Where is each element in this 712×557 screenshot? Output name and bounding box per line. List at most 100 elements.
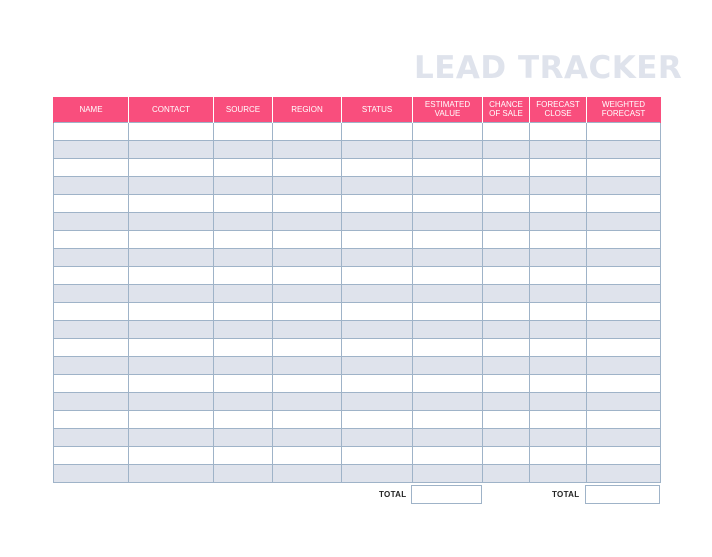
cell-chance-of-sale[interactable] — [482, 175, 530, 195]
cell-contact[interactable] — [128, 193, 214, 213]
cell-weighted-forecast[interactable] — [586, 427, 661, 447]
cell-estimated-value[interactable] — [412, 445, 483, 465]
cell-status[interactable] — [341, 157, 413, 177]
cell-region[interactable] — [272, 193, 342, 213]
cell-contact[interactable] — [128, 319, 214, 339]
cell-estimated-value[interactable] — [412, 337, 483, 357]
cell-chance-of-sale[interactable] — [482, 337, 530, 357]
cell-chance-of-sale[interactable] — [482, 121, 530, 141]
cell-source[interactable] — [213, 265, 273, 285]
cell-contact[interactable] — [128, 265, 214, 285]
cell-region[interactable] — [272, 157, 342, 177]
cell-source[interactable] — [213, 337, 273, 357]
cell-estimated-value[interactable] — [412, 355, 483, 375]
cell-weighted-forecast[interactable] — [586, 211, 661, 231]
cell-forecast-close[interactable] — [529, 445, 587, 465]
total-estimated-value-cell[interactable] — [411, 485, 482, 504]
cell-status[interactable] — [341, 193, 413, 213]
cell-source[interactable] — [213, 373, 273, 393]
cell-name[interactable] — [53, 175, 129, 195]
cell-status[interactable] — [341, 463, 413, 483]
cell-name[interactable] — [53, 373, 129, 393]
cell-status[interactable] — [341, 265, 413, 285]
cell-contact[interactable] — [128, 247, 214, 267]
cell-region[interactable] — [272, 175, 342, 195]
cell-forecast-close[interactable] — [529, 211, 587, 231]
cell-estimated-value[interactable] — [412, 427, 483, 447]
cell-forecast-close[interactable] — [529, 139, 587, 159]
cell-chance-of-sale[interactable] — [482, 283, 530, 303]
cell-region[interactable] — [272, 391, 342, 411]
cell-contact[interactable] — [128, 139, 214, 159]
cell-forecast-close[interactable] — [529, 121, 587, 141]
cell-source[interactable] — [213, 283, 273, 303]
cell-forecast-close[interactable] — [529, 229, 587, 249]
cell-contact[interactable] — [128, 175, 214, 195]
cell-region[interactable] — [272, 265, 342, 285]
cell-chance-of-sale[interactable] — [482, 193, 530, 213]
cell-region[interactable] — [272, 229, 342, 249]
cell-name[interactable] — [53, 139, 129, 159]
cell-source[interactable] — [213, 211, 273, 231]
cell-status[interactable] — [341, 409, 413, 429]
cell-weighted-forecast[interactable] — [586, 301, 661, 321]
cell-name[interactable] — [53, 391, 129, 411]
cell-region[interactable] — [272, 427, 342, 447]
cell-chance-of-sale[interactable] — [482, 157, 530, 177]
cell-forecast-close[interactable] — [529, 373, 587, 393]
cell-source[interactable] — [213, 301, 273, 321]
cell-source[interactable] — [213, 121, 273, 141]
cell-contact[interactable] — [128, 427, 214, 447]
cell-forecast-close[interactable] — [529, 265, 587, 285]
cell-estimated-value[interactable] — [412, 157, 483, 177]
cell-contact[interactable] — [128, 391, 214, 411]
cell-estimated-value[interactable] — [412, 193, 483, 213]
cell-estimated-value[interactable] — [412, 121, 483, 141]
cell-chance-of-sale[interactable] — [482, 139, 530, 159]
cell-contact[interactable] — [128, 229, 214, 249]
cell-contact[interactable] — [128, 463, 214, 483]
cell-status[interactable] — [341, 373, 413, 393]
cell-weighted-forecast[interactable] — [586, 121, 661, 141]
cell-estimated-value[interactable] — [412, 373, 483, 393]
cell-status[interactable] — [341, 211, 413, 231]
cell-name[interactable] — [53, 157, 129, 177]
cell-status[interactable] — [341, 301, 413, 321]
cell-forecast-close[interactable] — [529, 463, 587, 483]
cell-source[interactable] — [213, 319, 273, 339]
cell-contact[interactable] — [128, 121, 214, 141]
cell-region[interactable] — [272, 283, 342, 303]
cell-weighted-forecast[interactable] — [586, 265, 661, 285]
cell-chance-of-sale[interactable] — [482, 247, 530, 267]
cell-source[interactable] — [213, 427, 273, 447]
cell-estimated-value[interactable] — [412, 409, 483, 429]
cell-forecast-close[interactable] — [529, 283, 587, 303]
cell-chance-of-sale[interactable] — [482, 445, 530, 465]
cell-estimated-value[interactable] — [412, 301, 483, 321]
total-weighted-forecast-cell[interactable] — [585, 485, 660, 504]
cell-region[interactable] — [272, 121, 342, 141]
cell-status[interactable] — [341, 229, 413, 249]
cell-source[interactable] — [213, 355, 273, 375]
cell-contact[interactable] — [128, 409, 214, 429]
cell-region[interactable] — [272, 319, 342, 339]
cell-weighted-forecast[interactable] — [586, 409, 661, 429]
cell-estimated-value[interactable] — [412, 247, 483, 267]
cell-name[interactable] — [53, 355, 129, 375]
cell-weighted-forecast[interactable] — [586, 229, 661, 249]
cell-weighted-forecast[interactable] — [586, 175, 661, 195]
cell-forecast-close[interactable] — [529, 301, 587, 321]
cell-name[interactable] — [53, 445, 129, 465]
cell-status[interactable] — [341, 337, 413, 357]
cell-contact[interactable] — [128, 445, 214, 465]
cell-weighted-forecast[interactable] — [586, 355, 661, 375]
cell-weighted-forecast[interactable] — [586, 193, 661, 213]
cell-chance-of-sale[interactable] — [482, 319, 530, 339]
cell-source[interactable] — [213, 157, 273, 177]
cell-forecast-close[interactable] — [529, 337, 587, 357]
cell-status[interactable] — [341, 427, 413, 447]
cell-chance-of-sale[interactable] — [482, 229, 530, 249]
cell-chance-of-sale[interactable] — [482, 211, 530, 231]
cell-name[interactable] — [53, 193, 129, 213]
cell-chance-of-sale[interactable] — [482, 301, 530, 321]
